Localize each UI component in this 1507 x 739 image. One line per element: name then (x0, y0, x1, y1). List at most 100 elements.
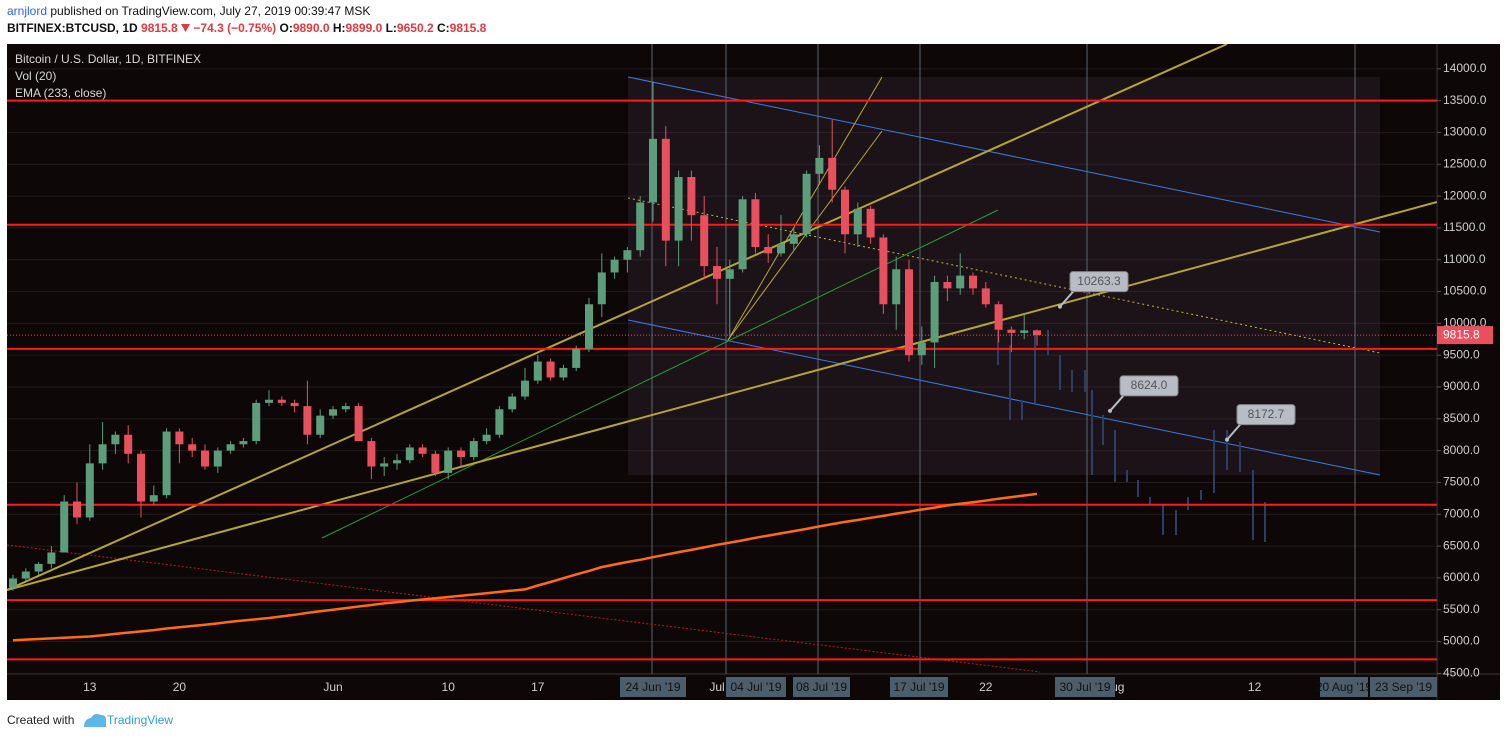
candle-body (1033, 330, 1041, 336)
candle-body (60, 501, 69, 553)
chart-title: Bitcoin / U.S. Dollar, 1D, BITFINEX (15, 52, 201, 66)
candle-body (73, 501, 81, 518)
last-price: 9815.8 (141, 21, 178, 35)
candle-body (175, 431, 184, 445)
candle-body (137, 453, 145, 502)
time-range-label: 17 Jul '19 (894, 680, 945, 694)
chart-background (7, 44, 1500, 700)
ohlc-label: O: (279, 21, 293, 35)
candle-body (687, 177, 696, 216)
x-tick-label: 17 (531, 680, 545, 694)
candle-body (482, 434, 491, 442)
candle-body (341, 406, 350, 410)
brand-logo (84, 714, 107, 727)
candle-body (508, 396, 517, 410)
candle-body (546, 361, 555, 378)
ohlc-label: H: (332, 21, 346, 35)
change: −74.3 (−0.75%) (193, 21, 277, 35)
ohlc-value: 9815.8 (449, 21, 487, 35)
x-tick-label: 20 (173, 680, 187, 694)
candle-body (879, 237, 888, 305)
candle-body (405, 447, 414, 461)
candle-body (700, 215, 709, 267)
ema-line (12, 492, 1038, 642)
candle-body (777, 243, 785, 254)
channel-top (627, 76, 1381, 233)
trend-line (7, 544, 1041, 673)
candle-body (457, 450, 465, 457)
header: arnjlord published on TradingView.com, J… (7, 3, 486, 37)
candle-body (956, 275, 965, 289)
candle-body (521, 380, 529, 397)
candle-body (329, 409, 337, 416)
candle-body (431, 453, 440, 473)
x-tick-label: 10 (442, 680, 456, 694)
candle-body (316, 415, 325, 435)
channel-bottom (627, 319, 1381, 476)
y-tick-label: 8500.0 (1443, 411, 1480, 425)
candle-body (252, 402, 261, 442)
candle-body (802, 173, 811, 235)
candle-body (1007, 329, 1016, 333)
y-tick-label: 14000.0 (1443, 61, 1487, 75)
candle-body (469, 441, 478, 457)
candle-body (111, 434, 120, 445)
callout-point (1108, 408, 1112, 413)
candle-body (418, 447, 427, 454)
candle-body (994, 304, 1003, 330)
y-tick-label: 7000.0 (1443, 506, 1480, 520)
y-tick-label: 7500.0 (1443, 475, 1480, 489)
candle-body (572, 348, 581, 368)
x-tick-label: 22 (979, 680, 993, 694)
candle-body (1020, 330, 1029, 333)
y-tick-label: 10500.0 (1443, 284, 1487, 298)
candle-body (367, 441, 376, 467)
candle-body (713, 266, 721, 279)
y-tick-label: 9500.0 (1443, 347, 1480, 361)
last-price-box (1437, 326, 1493, 345)
y-tick-label: 5000.0 (1443, 634, 1480, 648)
candle-body (380, 463, 389, 467)
y-tick-label: 11500.0 (1443, 220, 1486, 234)
callout-box (1236, 404, 1296, 426)
candle-body (789, 234, 798, 244)
candle-body (188, 444, 197, 451)
y-tick-label: 10000.0 (1443, 316, 1487, 330)
header-row-1: arnjlord published on TradingView.com, J… (7, 3, 486, 20)
callout-pointer (1226, 422, 1242, 441)
y-tick-label: 5500.0 (1443, 602, 1480, 616)
time-range-box (793, 677, 850, 697)
ohlc-value: 9650.2 (396, 21, 434, 35)
candle-body (98, 444, 107, 464)
x-tick-label: 12 (1248, 680, 1262, 694)
down-arrow (181, 24, 191, 32)
last-price-label: 9815.8 (1443, 327, 1480, 341)
callout-label: 10263.3 (1077, 274, 1121, 288)
y-tick-label: 6000.0 (1443, 570, 1480, 584)
candle-body (943, 282, 952, 289)
author[interactable]: arnjlord (7, 4, 48, 18)
callout-point (1058, 304, 1062, 309)
candle-body (239, 441, 248, 445)
candle-body (585, 304, 593, 349)
candle-body (623, 250, 632, 260)
candle-body (34, 563, 43, 572)
y-tick-label: 12000.0 (1443, 188, 1487, 202)
time-range-box (1320, 677, 1368, 697)
y-tick-label: 13000.0 (1443, 125, 1487, 139)
fan-line (727, 130, 883, 341)
time-range-box (1370, 677, 1437, 697)
candle-body (981, 288, 990, 305)
candle-body (853, 208, 862, 235)
time-range-box (890, 677, 948, 697)
time-range-label: 24 Jun '19 (625, 680, 680, 694)
candle-body (751, 199, 760, 247)
candle-body (495, 409, 504, 435)
callout-label: 8624.0 (1131, 378, 1168, 392)
time-range-label: 08 Jul '19 (796, 680, 847, 694)
y-tick-label: 13500.0 (1443, 93, 1487, 107)
candle-body (738, 199, 747, 270)
y-tick-label: 12500.0 (1443, 156, 1487, 170)
candle-body (354, 406, 363, 442)
